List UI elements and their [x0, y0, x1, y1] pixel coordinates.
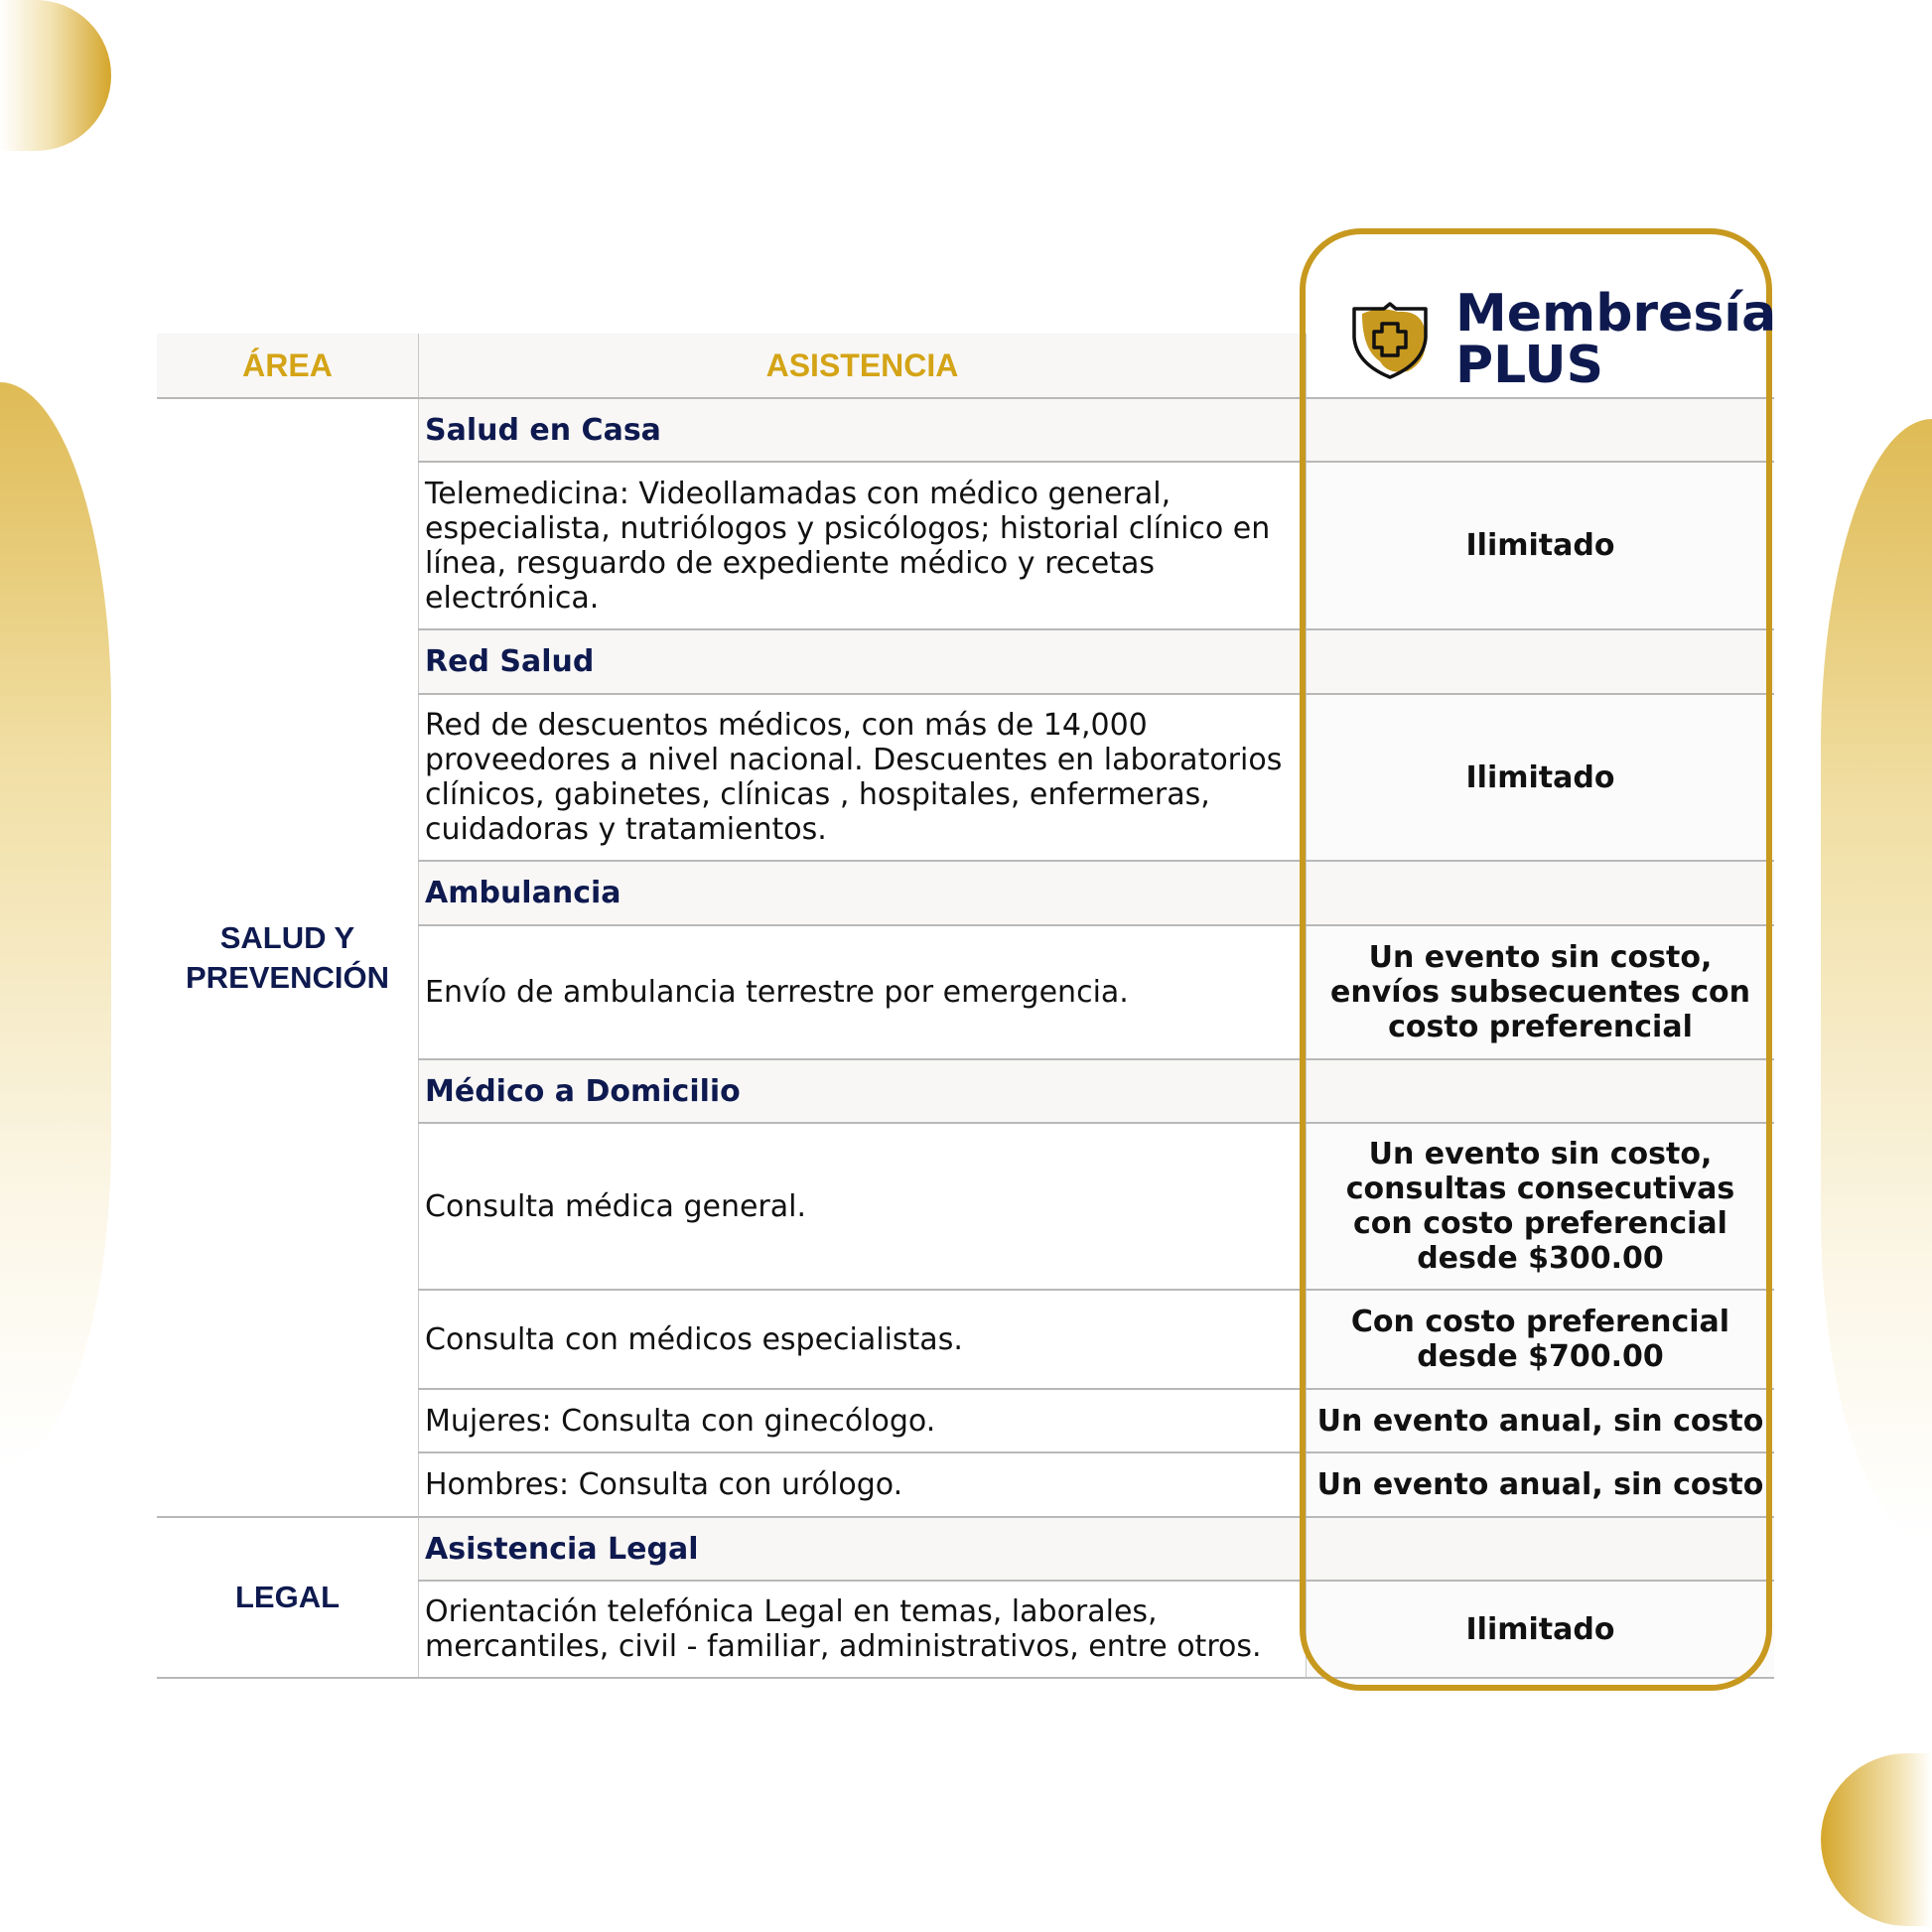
- table-row: Consulta con médicos especialistas. Con c…: [157, 1290, 1774, 1390]
- section-title: Asistencia Legal: [418, 1517, 1307, 1582]
- decorative-circle: [1821, 1753, 1932, 1926]
- plan-value: Con costo preferencial desde $700.00: [1306, 1290, 1774, 1390]
- table-row: Consulta médica general. Un evento sin co…: [157, 1123, 1774, 1291]
- plan-value: Un evento anual, sin costo: [1306, 1389, 1774, 1453]
- shield-medical-cross-icon: [1352, 302, 1428, 379]
- plan-title-line2: PLUS: [1455, 336, 1604, 395]
- section-row: LEGAL Asistencia Legal: [157, 1517, 1774, 1679]
- assistance-description: Orientación telefónica Legal en temas, l…: [418, 1581, 1307, 1679]
- table-row: Mujeres: Consulta con ginecólogo. Un even…: [157, 1389, 1774, 1453]
- plan-value: Un evento anual, sin costo: [1306, 1452, 1774, 1518]
- assistance-description: Mujeres: Consulta con ginecólogo.: [418, 1389, 1307, 1453]
- assistance-description: Consulta con médicos especialistas.: [418, 1290, 1307, 1390]
- area-cell: SALUD Y PREVENCIÓN: [157, 398, 419, 1518]
- section-title: Salud en Casa: [418, 398, 1307, 463]
- decorative-pill: [0, 382, 111, 1466]
- section-title: Ambulancia: [418, 861, 1307, 926]
- decorative-circle: [0, 0, 111, 151]
- section-row: Ambulancia: [157, 861, 1774, 926]
- empty-cell: [1306, 861, 1774, 926]
- plan-title-line1: Membresía: [1455, 284, 1777, 344]
- header-asistencia: ASISTENCIA: [418, 334, 1307, 399]
- table-row: Red de descuentos médicos, con más de 14…: [157, 694, 1774, 862]
- assistance-description: Consulta médica general.: [418, 1123, 1307, 1291]
- assistance-description: Hombres: Consulta con urólogo.: [418, 1452, 1307, 1518]
- empty-cell: [1306, 1517, 1774, 1582]
- section-row: SALUD Y PREVENCIÓN Salud en Casa: [157, 398, 1774, 1518]
- table-row: Envío de ambulancia terrestre por emerge…: [157, 925, 1774, 1060]
- table-row: Telemedicina: Videollamadas con médico g…: [157, 462, 1774, 630]
- decorative-pill: [1821, 419, 1932, 1541]
- section-title: Red Salud: [418, 629, 1307, 695]
- plan-value: Un evento sin costo, consultas consecuti…: [1306, 1123, 1774, 1291]
- table-row: Hombres: Consulta con urólogo. Un evento …: [157, 1452, 1774, 1518]
- plan-value: Un evento sin costo, envíos subsecuentes…: [1306, 925, 1774, 1060]
- plan-title: Membresía PLUS: [1455, 288, 1776, 391]
- section-title: Médico a Domicilio: [418, 1059, 1307, 1124]
- header-area: ÁREA: [157, 334, 419, 399]
- plan-value: Ilimitado: [1306, 1581, 1774, 1679]
- plan-header: Membresía PLUS: [1350, 288, 1776, 391]
- table-row: Orientación telefónica Legal en temas, l…: [157, 1581, 1774, 1679]
- plan-value: Ilimitado: [1306, 694, 1774, 862]
- empty-cell: [1306, 398, 1774, 463]
- assistance-description: Envío de ambulancia terrestre por emerge…: [418, 925, 1307, 1060]
- section-row: Médico a Domicilio: [157, 1059, 1774, 1124]
- assistance-description: Red de descuentos médicos, con más de 14…: [418, 694, 1307, 862]
- assistance-description: Telemedicina: Videollamadas con médico g…: [418, 462, 1307, 630]
- area-cell: LEGAL: [157, 1517, 419, 1679]
- empty-cell: [1306, 1059, 1774, 1124]
- plan-value: Ilimitado: [1306, 462, 1774, 630]
- section-row: Red Salud: [157, 629, 1774, 695]
- benefits-table: ÁREA ASISTENCIA SALUD Y PREVENCIÓN Salud …: [157, 334, 1774, 1679]
- empty-cell: [1306, 629, 1774, 695]
